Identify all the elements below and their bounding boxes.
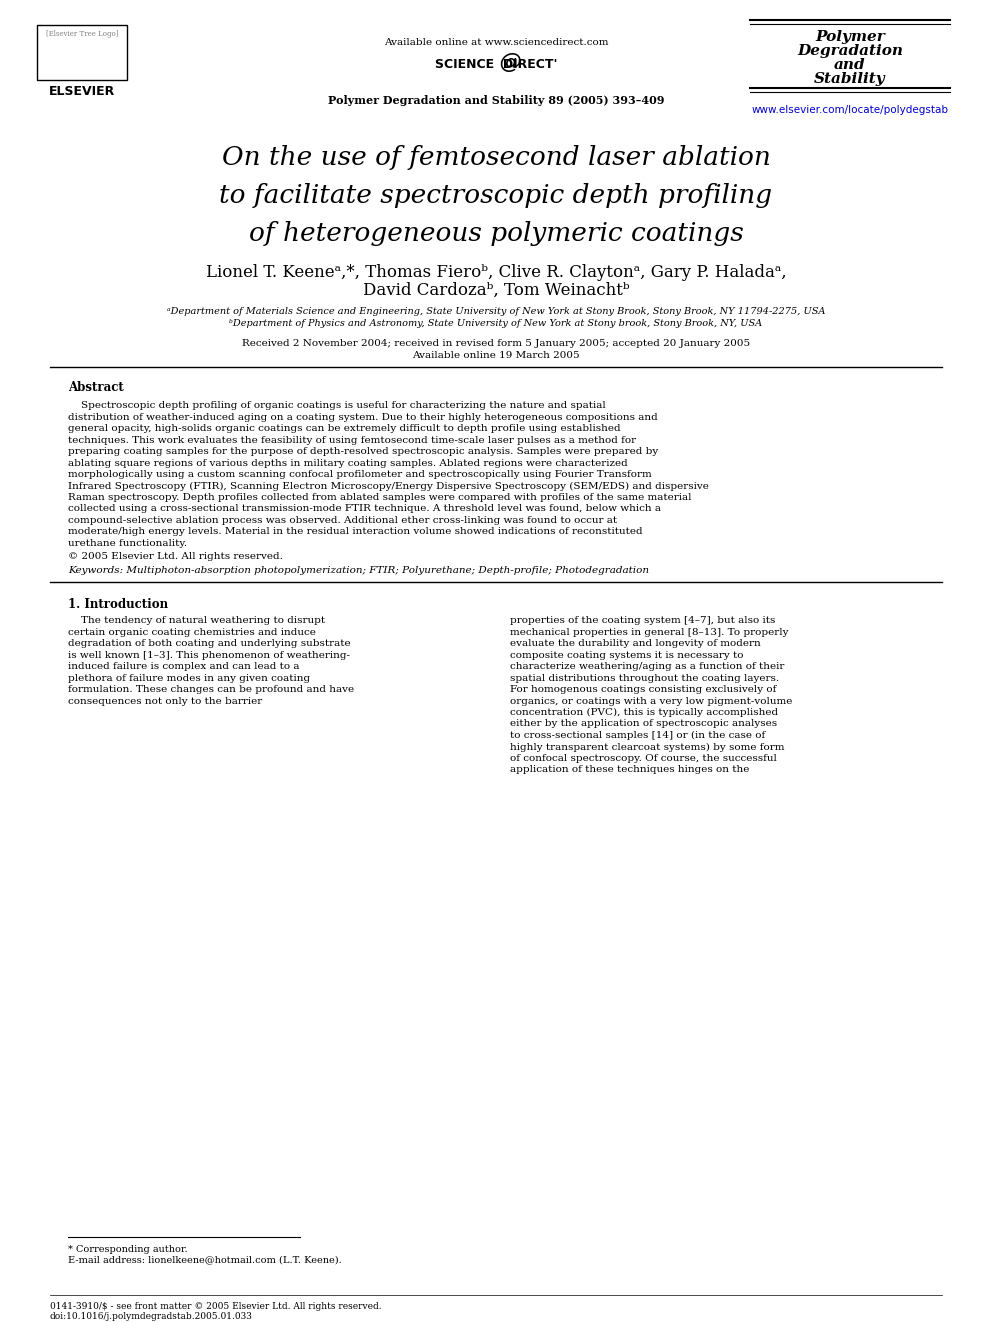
Text: @: @ [470, 52, 522, 71]
Text: formulation. These changes can be profound and have: formulation. These changes can be profou… [68, 685, 354, 695]
Text: ᵇDepartment of Physics and Astronomy, State University of New York at Stony broo: ᵇDepartment of Physics and Astronomy, St… [229, 319, 763, 328]
Text: The tendency of natural weathering to disrupt: The tendency of natural weathering to di… [68, 617, 325, 626]
Text: For homogenous coatings consisting exclusively of: For homogenous coatings consisting exclu… [510, 685, 777, 695]
Text: preparing coating samples for the purpose of depth-resolved spectroscopic analys: preparing coating samples for the purpos… [68, 447, 659, 456]
Text: to facilitate spectroscopic depth profiling: to facilitate spectroscopic depth profil… [219, 183, 773, 208]
Text: 0141-3910/$ - see front matter © 2005 Elsevier Ltd. All rights reserved.: 0141-3910/$ - see front matter © 2005 El… [50, 1302, 382, 1311]
Text: organics, or coatings with a very low pigment-volume: organics, or coatings with a very low pi… [510, 696, 793, 705]
Text: Polymer Degradation and Stability 89 (2005) 393–409: Polymer Degradation and Stability 89 (20… [327, 95, 665, 106]
Text: induced failure is complex and can lead to a: induced failure is complex and can lead … [68, 662, 300, 671]
Text: Spectroscopic depth profiling of organic coatings is useful for characterizing t: Spectroscopic depth profiling of organic… [68, 401, 606, 410]
Text: Keywords: Multiphoton-absorption photopolymerization; FTIR; Polyurethane; Depth-: Keywords: Multiphoton-absorption photopo… [68, 566, 649, 576]
Text: of heterogeneous polymeric coatings: of heterogeneous polymeric coatings [249, 221, 743, 246]
Text: Available online 19 March 2005: Available online 19 March 2005 [413, 351, 579, 360]
Text: Received 2 November 2004; received in revised form 5 January 2005; accepted 20 J: Received 2 November 2004; received in re… [242, 339, 750, 348]
Text: concentration (PVC), this is typically accomplished: concentration (PVC), this is typically a… [510, 708, 778, 717]
Text: Available online at www.sciencedirect.com: Available online at www.sciencedirect.co… [384, 38, 608, 46]
Text: compound-selective ablation process was observed. Additional ether cross-linking: compound-selective ablation process was … [68, 516, 617, 525]
Text: to cross-sectional samples [14] or (in the case of: to cross-sectional samples [14] or (in t… [510, 730, 765, 740]
Text: urethane functionality.: urethane functionality. [68, 538, 187, 548]
Text: SCIENCE  DIRECT': SCIENCE DIRECT' [434, 58, 558, 71]
Text: collected using a cross-sectional transmission-mode FTIR technique. A threshold : collected using a cross-sectional transm… [68, 504, 661, 513]
Text: On the use of femtosecond laser ablation: On the use of femtosecond laser ablation [221, 144, 771, 169]
Text: David Cardozaᵇ, Tom Weinachtᵇ: David Cardozaᵇ, Tom Weinachtᵇ [363, 282, 629, 299]
Text: ablating square regions of various depths in military coating samples. Ablated r: ablating square regions of various depth… [68, 459, 628, 467]
Text: ᵃDepartment of Materials Science and Engineering, State University of New York a: ᵃDepartment of Materials Science and Eng… [167, 307, 825, 316]
Text: distribution of weather-induced aging on a coating system. Due to their highly h: distribution of weather-induced aging on… [68, 413, 658, 422]
Text: 1. Introduction: 1. Introduction [68, 598, 168, 611]
Text: techniques. This work evaluates the feasibility of using femtosecond time-scale : techniques. This work evaluates the feas… [68, 435, 636, 445]
Text: is well known [1–3]. This phenomenon of weathering-: is well known [1–3]. This phenomenon of … [68, 651, 350, 660]
Text: application of these techniques hinges on the: application of these techniques hinges o… [510, 765, 749, 774]
Text: Polymer: Polymer [815, 30, 885, 44]
Text: [Elsevier Tree Logo]: [Elsevier Tree Logo] [46, 30, 118, 38]
Text: general opacity, high-solids organic coatings can be extremely difficult to dept: general opacity, high-solids organic coa… [68, 425, 621, 433]
Text: composite coating systems it is necessary to: composite coating systems it is necessar… [510, 651, 743, 660]
Text: consequences not only to the barrier: consequences not only to the barrier [68, 696, 262, 705]
Text: mechanical properties in general [8–13]. To properly: mechanical properties in general [8–13].… [510, 627, 789, 636]
Text: Degradation: Degradation [797, 44, 903, 58]
Text: properties of the coating system [4–7], but also its: properties of the coating system [4–7], … [510, 617, 776, 626]
Text: degradation of both coating and underlying substrate: degradation of both coating and underlyi… [68, 639, 350, 648]
Text: doi:10.1016/j.polymdegradstab.2005.01.033: doi:10.1016/j.polymdegradstab.2005.01.03… [50, 1312, 253, 1322]
Text: plethora of failure modes in any given coating: plethora of failure modes in any given c… [68, 673, 310, 683]
Text: ELSEVIER: ELSEVIER [49, 85, 115, 98]
Text: E-mail address: lionelkeene@hotmail.com (L.T. Keene).: E-mail address: lionelkeene@hotmail.com … [68, 1256, 342, 1265]
Text: Lionel T. Keeneᵃ,*, Thomas Fieroᵇ, Clive R. Claytonᵃ, Gary P. Haladaᵃ,: Lionel T. Keeneᵃ,*, Thomas Fieroᵇ, Clive… [205, 265, 787, 282]
Text: and: and [834, 58, 866, 71]
Text: morphologically using a custom scanning confocal profilometer and spectroscopica: morphologically using a custom scanning … [68, 470, 652, 479]
Text: www.elsevier.com/locate/polydegstab: www.elsevier.com/locate/polydegstab [752, 105, 948, 115]
Text: Raman spectroscopy. Depth profiles collected from ablated samples were compared : Raman spectroscopy. Depth profiles colle… [68, 493, 691, 501]
Text: of confocal spectroscopy. Of course, the successful: of confocal spectroscopy. Of course, the… [510, 754, 777, 763]
Text: either by the application of spectroscopic analyses: either by the application of spectroscop… [510, 720, 777, 729]
Text: moderate/high energy levels. Material in the residual interaction volume showed : moderate/high energy levels. Material in… [68, 528, 643, 536]
Text: Stability: Stability [814, 71, 886, 86]
Text: Abstract: Abstract [68, 381, 124, 394]
Text: Infrared Spectroscopy (FTIR), Scanning Electron Microscopy/Energy Dispersive Spe: Infrared Spectroscopy (FTIR), Scanning E… [68, 482, 709, 491]
Text: © 2005 Elsevier Ltd. All rights reserved.: © 2005 Elsevier Ltd. All rights reserved… [68, 552, 283, 561]
Text: characterize weathering/aging as a function of their: characterize weathering/aging as a funct… [510, 662, 785, 671]
Text: spatial distributions throughout the coating layers.: spatial distributions throughout the coa… [510, 673, 779, 683]
Bar [37, 25, 127, 79]
Text: * Corresponding author.: * Corresponding author. [68, 1245, 187, 1254]
Text: certain organic coating chemistries and induce: certain organic coating chemistries and … [68, 627, 315, 636]
Text: evaluate the durability and longevity of modern: evaluate the durability and longevity of… [510, 639, 761, 648]
Text: highly transparent clearcoat systems) by some form: highly transparent clearcoat systems) by… [510, 742, 785, 751]
